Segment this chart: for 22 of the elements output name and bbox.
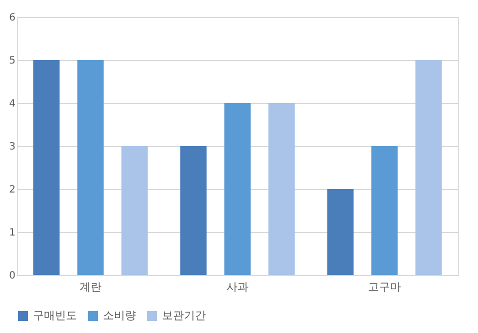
y-tick-label: 6 [9,12,16,24]
x-tick-label: 사과 [226,280,248,294]
bar [327,189,354,275]
y-tick-label: 3 [9,142,16,152]
legend-label: 구매빈도 [33,309,77,322]
legend-label: 소비량 [103,309,136,322]
x-tick-label: 고구마 [368,280,401,294]
bar [268,103,295,275]
legend-label: 보관기간 [162,309,206,322]
bar [121,146,148,275]
x-tick-label: 계란 [80,280,102,294]
bar [77,60,104,275]
y-tick-label: 4 [9,98,16,110]
bar [180,146,207,275]
bar [33,60,60,275]
y-tick-label: 2 [9,184,16,196]
bar [371,146,398,275]
y-tick-label: 1 [9,228,16,238]
y-tick-label: 5 [9,56,16,66]
y-tick-label: 0 [9,270,16,282]
bar [224,103,251,275]
bar [415,60,442,275]
